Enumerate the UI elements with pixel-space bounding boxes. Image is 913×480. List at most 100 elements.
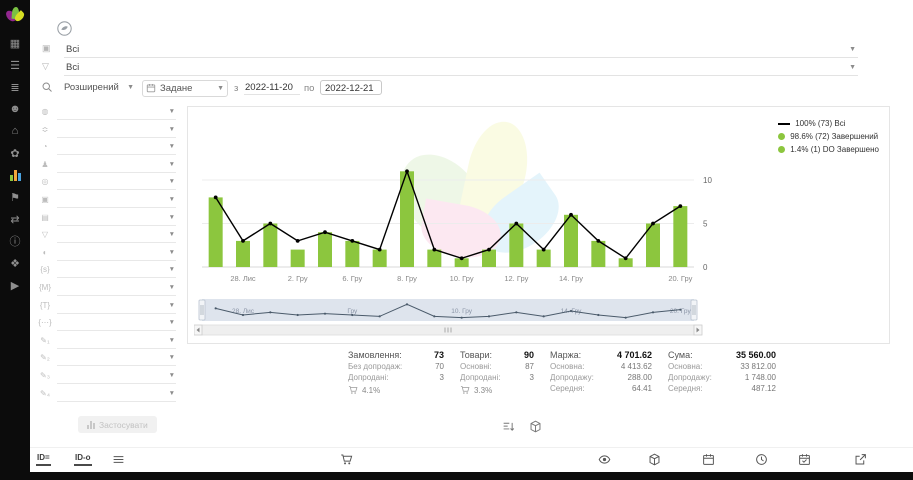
legend-marker xyxy=(778,146,786,153)
cart-icon[interactable] xyxy=(340,453,353,466)
filter-select[interactable]: ▼ xyxy=(57,264,176,279)
marketing-nav-icon[interactable]: ✿ xyxy=(10,147,20,160)
tags-nav-icon[interactable]: ❖ xyxy=(10,257,20,270)
chevron-down-icon: ▼ xyxy=(168,195,175,203)
stat-title-label: Товари: xyxy=(460,350,493,360)
legend-label: 98.6% (72) Завершений xyxy=(790,132,879,141)
status-filter-row: ▣ Всі ▼ xyxy=(38,42,858,58)
chart-navigator[interactable]: 28. Лис Гру 10. Гру 14. Гру 20. Гру xyxy=(194,297,724,337)
legend-marker xyxy=(778,122,791,125)
chevron-down-icon: ▼ xyxy=(849,46,856,53)
stat-row: Основна: 4 413.62 xyxy=(550,362,652,371)
search-mode-value: Розширений xyxy=(64,82,119,93)
pencil-1-icon: ✎₁ xyxy=(40,335,50,345)
warehouse-nav-icon[interactable]: ⌂ xyxy=(11,125,19,137)
svg-text:14. Гру: 14. Гру xyxy=(559,274,583,283)
filter-row: ♟ ▼ xyxy=(36,157,178,175)
date-from-label: з xyxy=(234,83,239,94)
filter-select[interactable]: ▼ xyxy=(57,388,176,402)
info-nav-icon[interactable]: ⓘ xyxy=(9,236,21,248)
sort-list-icon[interactable] xyxy=(502,420,515,433)
funnel-icon: ▽ xyxy=(42,61,49,71)
cart-icon xyxy=(460,385,470,395)
filter-select[interactable]: ▼ xyxy=(57,352,176,367)
stat-title-label: Замовлення: xyxy=(348,350,402,360)
filter-select[interactable]: ▼ xyxy=(57,159,176,173)
date-from-input[interactable]: 2022-11-20 xyxy=(244,80,300,95)
apply-button-label: Застосувати xyxy=(99,419,148,430)
bottom-black-bar xyxy=(0,472,913,480)
upsell-percent-value: 4.1% xyxy=(362,385,381,395)
date-from-value: 2022-11-20 xyxy=(245,82,293,93)
chevron-down-icon: ▼ xyxy=(168,266,175,274)
search-mode-select[interactable]: Розширений ▼ xyxy=(64,80,136,95)
video-nav-icon[interactable]: ▶ xyxy=(10,279,20,292)
filter-select[interactable]: ▼ xyxy=(57,300,176,314)
filter-select[interactable]: ▼ xyxy=(57,124,176,138)
app-logo[interactable] xyxy=(0,0,30,30)
filter-select[interactable]: ▼ xyxy=(57,212,176,226)
stats-nav-icon[interactable] xyxy=(0,164,30,186)
legend-item[interactable]: 1.4% (1) DO Завершено xyxy=(778,143,879,156)
catalog-nav-icon[interactable]: ≣ xyxy=(10,81,20,94)
filter-select[interactable]: ▼ xyxy=(57,141,176,156)
filter-row: ▽ ▼ xyxy=(36,227,178,245)
chevron-down-icon: ▼ xyxy=(168,248,175,256)
id-equals-tab[interactable]: ID= xyxy=(36,453,51,466)
package-toggle-icon[interactable] xyxy=(529,420,542,433)
integrations-nav-icon[interactable]: ⇄ xyxy=(10,213,20,226)
filter-select[interactable]: ▼ xyxy=(57,176,176,191)
apply-button[interactable]: Застосувати xyxy=(78,416,157,433)
stat-row-label: Середня: xyxy=(668,384,703,393)
search-icon[interactable] xyxy=(41,81,53,93)
announcements-nav-icon[interactable]: ⚑ xyxy=(10,191,20,204)
filter-select[interactable]: ▼ xyxy=(57,106,176,120)
footer-bar: ID= ID-o xyxy=(30,447,913,472)
clock-icon[interactable] xyxy=(755,453,768,466)
chevron-down-icon: ▼ xyxy=(168,213,175,221)
legend-label: 100% (73) Всі xyxy=(795,119,846,128)
svg-text:2. Гру: 2. Гру xyxy=(288,274,308,283)
type-select[interactable]: Всі ▼ xyxy=(64,60,858,76)
svg-text:10. Гру: 10. Гру xyxy=(451,308,473,315)
list-icon[interactable] xyxy=(112,453,125,466)
stat-row-label: Допродані: xyxy=(348,373,389,382)
chevron-down-icon: ▼ xyxy=(168,301,175,309)
status-select[interactable]: Всі ▼ xyxy=(64,42,858,58)
period-select[interactable]: Задане ▼ xyxy=(142,80,228,97)
stat-row-label: Допродажу: xyxy=(550,373,594,382)
chevron-down-icon: ▼ xyxy=(849,64,856,71)
filter-select[interactable]: ▼ xyxy=(57,317,176,332)
legend-item[interactable]: 98.6% (72) Завершений xyxy=(778,130,879,143)
svg-text:12. Гру: 12. Гру xyxy=(504,274,528,283)
calendar-icon[interactable] xyxy=(702,453,715,466)
filter-row: ◍ ▼ xyxy=(36,104,178,122)
sphere-icon: ◍ xyxy=(41,107,49,116)
calendar-check-icon[interactable] xyxy=(798,453,811,466)
clients-nav-icon[interactable]: ☻ xyxy=(9,103,21,115)
filter-select[interactable]: ▼ xyxy=(57,229,176,244)
orders-nav-icon[interactable]: ☰ xyxy=(10,59,20,72)
filter-select[interactable]: ▼ xyxy=(57,194,176,208)
filter-row: ✎₄ ▼ xyxy=(36,386,178,404)
upsell-percent: 3.3% xyxy=(460,385,534,395)
package-icon[interactable] xyxy=(648,453,661,466)
filter-select[interactable]: ▼ xyxy=(57,282,176,296)
dashboard-nav-icon[interactable]: ▦ xyxy=(9,37,21,50)
legend-item[interactable]: 100% (73) Всі xyxy=(778,117,879,130)
chat-bubble-icon[interactable] xyxy=(56,20,73,37)
svg-text:20. Гру: 20. Гру xyxy=(670,308,692,315)
date-to-input[interactable]: 2022-12-21 xyxy=(320,80,382,95)
stat-row-label: Основна: xyxy=(550,362,585,371)
stat-title-label: Сума: xyxy=(668,350,693,360)
external-link-icon[interactable] xyxy=(854,453,867,466)
date-to-value: 2022-12-21 xyxy=(325,83,374,94)
filter-select[interactable]: ▼ xyxy=(57,247,176,261)
chevron-down-icon: ▼ xyxy=(168,178,175,186)
pencil-4-icon: ✎₄ xyxy=(40,388,50,398)
eye-icon[interactable] xyxy=(598,453,611,466)
filter-select[interactable]: ▼ xyxy=(57,335,176,349)
id-o-tab[interactable]: ID-o xyxy=(74,453,92,466)
cart-icon xyxy=(348,385,358,395)
filter-select[interactable]: ▼ xyxy=(57,370,176,384)
